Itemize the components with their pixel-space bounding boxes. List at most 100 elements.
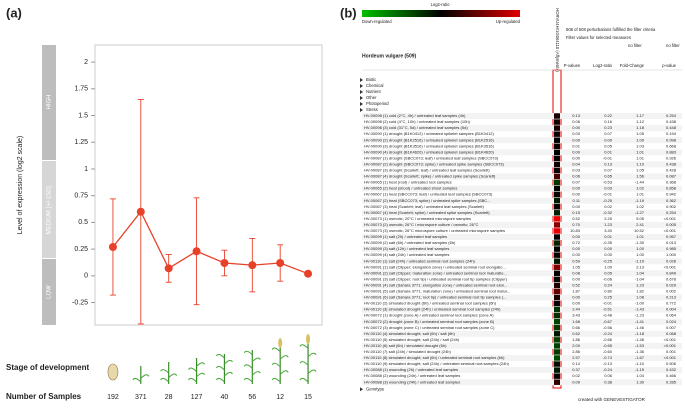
group-arrow [360, 84, 363, 88]
row-value: 0.00 [572, 246, 581, 251]
row-stripe [362, 318, 682, 325]
row-value: 0.254 [666, 113, 677, 118]
row-stripe [362, 258, 682, 265]
row-value: 0.02 [572, 373, 581, 378]
heat-cell [554, 318, 560, 325]
row-stripe [362, 137, 682, 144]
row-value: 0.52 [572, 216, 581, 221]
row-value: 0.448 [666, 125, 677, 130]
row-value: 0.926 [666, 155, 677, 160]
group-label: Chemical [366, 83, 384, 88]
row-value: 0.013 [666, 240, 677, 245]
row-value: 1.23 [604, 222, 613, 227]
row-value: 0.07 [604, 168, 613, 173]
row-label: HV-00072 (2) drought (zone B) / untreate… [364, 319, 495, 324]
row-label: HV-00091 (2) salt (Clipper; maturation z… [364, 270, 507, 275]
row-value: 0.087 [666, 174, 677, 179]
row-value: 1.82 [636, 289, 645, 294]
row-value: 0.001 [666, 349, 677, 354]
row-value: 1.05 [636, 168, 645, 173]
row-value: 3.40 [604, 228, 613, 233]
plant-leaf [140, 374, 150, 379]
row-stripe [362, 197, 682, 204]
row-value: 0.62 [572, 331, 581, 336]
plant-leaf [160, 377, 170, 383]
row-value: 0.029 [666, 282, 677, 287]
row-value: 2.25 [604, 216, 613, 221]
row-value: 0.772 [666, 301, 677, 306]
row-value: 0.11 [573, 198, 581, 203]
plant-leaf [224, 359, 233, 365]
row-value: 2.41 [636, 222, 645, 227]
row-value: 1.02 [636, 204, 645, 209]
sample-count: 40 [221, 394, 229, 401]
row-stripe [362, 270, 682, 277]
heat-cell [554, 337, 560, 343]
row-label: HV-00088 (1) wounding (2h) / untreated l… [364, 367, 458, 372]
row-value: 0.957 [666, 234, 677, 239]
row-value: 1.09 [604, 264, 613, 269]
y-tick-label: 1.5 [78, 112, 88, 119]
heat-cell [554, 125, 560, 131]
row-label: HV-00091 (4) salt (Sahara 3771; elongati… [364, 282, 507, 287]
plant-leaf [271, 347, 281, 352]
stage-icons [107, 334, 317, 384]
group-label: Photoperiod [366, 101, 389, 106]
row-value: 0.06 [572, 119, 581, 124]
legend-low: Down-regulated [362, 19, 392, 24]
heat-cell [554, 270, 560, 277]
plant-leaf [271, 377, 281, 383]
row-value: 1.01 [636, 155, 645, 160]
heat-cell [554, 379, 560, 385]
row-value: 0.466 [666, 373, 677, 378]
point [192, 247, 201, 256]
row-value: 0.368 [666, 180, 677, 185]
row-value: 0.00 [572, 276, 581, 281]
row-label: HV-00110 (3) simulated drought (24h) / u… [364, 307, 501, 312]
plant-leaf [196, 362, 206, 367]
row-value: 0.668 [666, 143, 677, 148]
row-value: 1.12 [636, 119, 645, 124]
row-label: HV-00090 (1) drought (B1K0412) / untreat… [364, 131, 495, 136]
row-label: HV-00087 (3) drought (Scarlett; leaf) / … [364, 168, 490, 173]
heat-cell [554, 306, 560, 313]
row-value: 0.24 [604, 282, 613, 287]
row-value: -0.56 [603, 325, 613, 330]
group-arrow [360, 96, 363, 100]
row-value: -1.41 [635, 319, 645, 324]
row-value: 0.438 [666, 161, 677, 166]
row-value: 1.000 [666, 252, 677, 257]
row-label: HV-00072 (1) drought (zone A) / untreate… [364, 313, 494, 318]
row-value: 0.05 [604, 270, 613, 275]
point [164, 264, 173, 273]
row-stripe [362, 209, 682, 216]
footer: created with GENEVESTIGATOR [578, 397, 646, 402]
row-label: HV-00098 (3) cold (31°C, 5d) / untreated… [364, 125, 468, 130]
row-value: 2.44 [572, 307, 581, 312]
plant-leaf [299, 344, 309, 349]
heat-cell [554, 149, 560, 156]
row-value: -0.65 [603, 343, 613, 348]
row-label: HV-00110 (4) simulated drought; salt (6h… [364, 331, 456, 336]
heat-cell [554, 137, 560, 143]
row-value: 0.00 [572, 301, 581, 306]
plant-leaf [251, 357, 261, 362]
filter-note: 508 of 508 perturbations fulfilled the f… [566, 27, 656, 32]
row-label: HV-00090 (2) drought (B1K2516) / untreat… [364, 137, 495, 142]
y-axis-label: Level of expression (log2 scale) [17, 136, 24, 234]
row-value: 0.14 [572, 361, 581, 366]
row-stripe [362, 233, 682, 241]
row-value: -1.67 [635, 355, 645, 360]
plant-leaf [243, 377, 253, 383]
row-value: -0.48 [603, 313, 613, 318]
row-label: HV-00110 (8) simulated drought; salt (6h… [364, 355, 505, 360]
row-value: <0.001 [664, 264, 677, 269]
row-value: 0.024 [666, 319, 677, 324]
heat-cell [554, 210, 560, 216]
row-value: -0.01 [603, 155, 613, 160]
row-value: 0.506 [666, 361, 677, 366]
sample-count: 56 [248, 394, 256, 401]
band-label: LOW [47, 285, 53, 299]
group-arrow [360, 387, 363, 392]
row-value: 0.00 [572, 234, 581, 239]
